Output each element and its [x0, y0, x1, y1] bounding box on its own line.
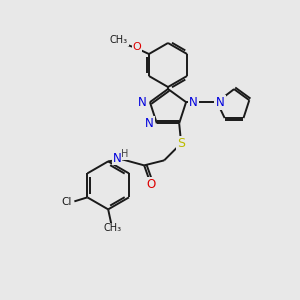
Text: N: N — [112, 152, 121, 165]
Text: H: H — [122, 149, 129, 159]
Text: CH₃: CH₃ — [110, 35, 128, 45]
Text: O: O — [146, 178, 156, 191]
Text: N: N — [145, 117, 154, 130]
Text: S: S — [177, 137, 185, 150]
Text: N: N — [216, 96, 225, 109]
Text: Cl: Cl — [61, 197, 71, 207]
Text: O: O — [133, 42, 141, 52]
Text: N: N — [189, 96, 198, 109]
Text: CH₃: CH₃ — [103, 224, 121, 233]
Text: N: N — [138, 96, 147, 109]
